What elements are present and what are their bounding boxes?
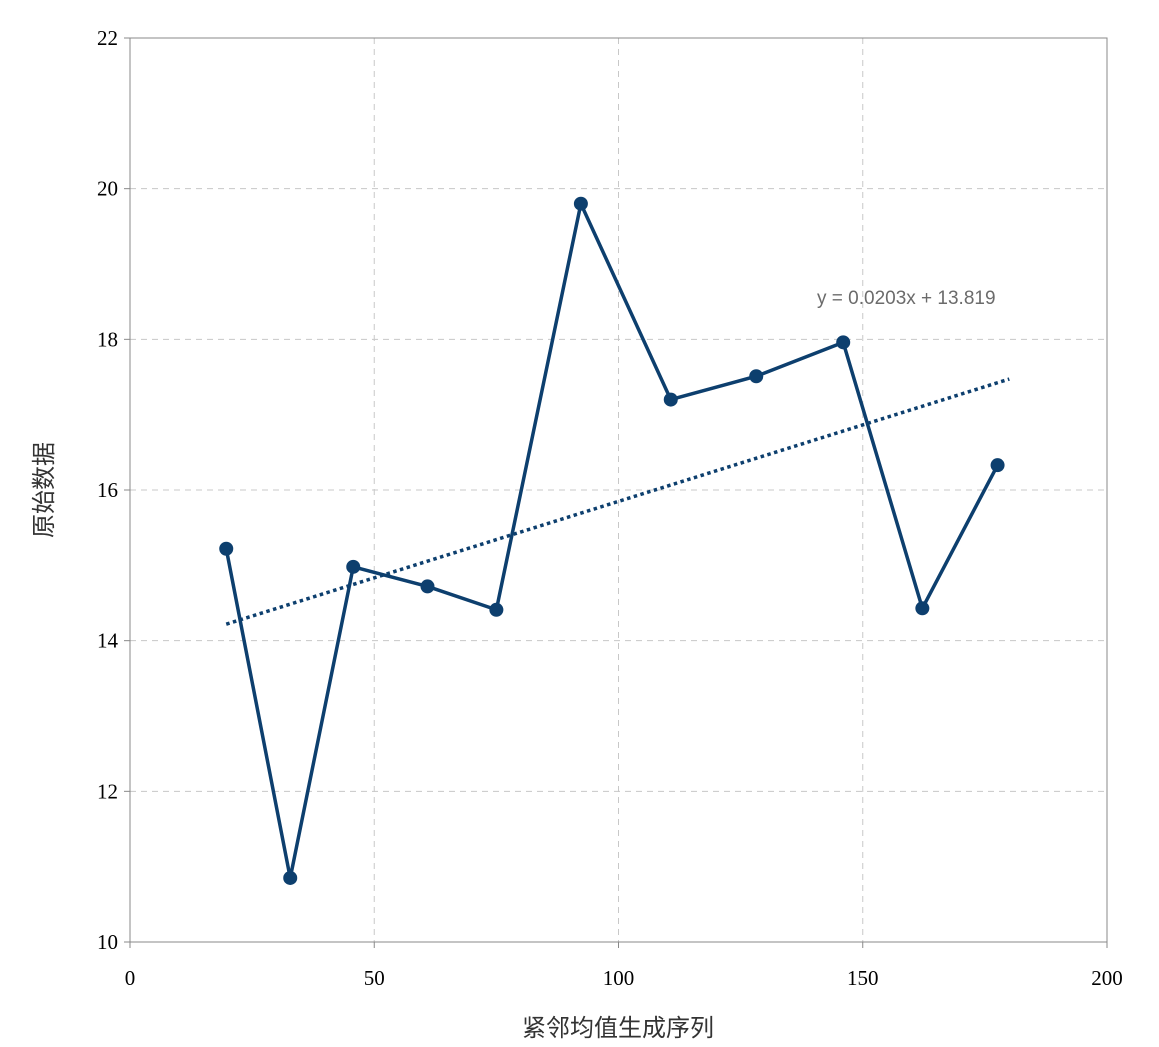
y-tick-label: 10 [97,930,118,954]
x-tick-label: 150 [847,966,879,990]
data-point [283,870,298,885]
data-point [836,335,851,350]
data-point [420,579,435,594]
y-tick-label: 12 [97,779,118,803]
data-point [990,458,1005,473]
data-point [219,541,234,556]
y-tick-label: 16 [97,478,118,502]
x-tick-label: 50 [364,966,385,990]
grid [130,38,1107,942]
data-point [749,369,764,384]
trendline-equation: y = 0.0203x + 13.819 [817,288,996,309]
x-axis-ticks: 0 50 100 150 200 [125,942,1123,990]
data-point [346,559,361,574]
y-axis-ticks: 10 12 14 16 18 20 22 [97,26,130,954]
y-tick-label: 14 [97,629,119,653]
data-point [489,602,504,617]
y-tick-label: 18 [97,327,118,351]
y-axis-title: 原始数据 [30,442,58,538]
x-axis-title: 紧邻均值生成序列 [522,1014,714,1042]
y-tick-label: 20 [97,177,118,201]
y-tick-label: 22 [97,26,118,50]
x-tick-label: 200 [1091,966,1123,990]
data-series [219,196,1005,885]
data-point [573,196,588,211]
x-tick-label: 100 [603,966,635,990]
data-point [915,601,930,616]
x-tick-label: 0 [125,966,136,990]
data-point [663,392,678,407]
